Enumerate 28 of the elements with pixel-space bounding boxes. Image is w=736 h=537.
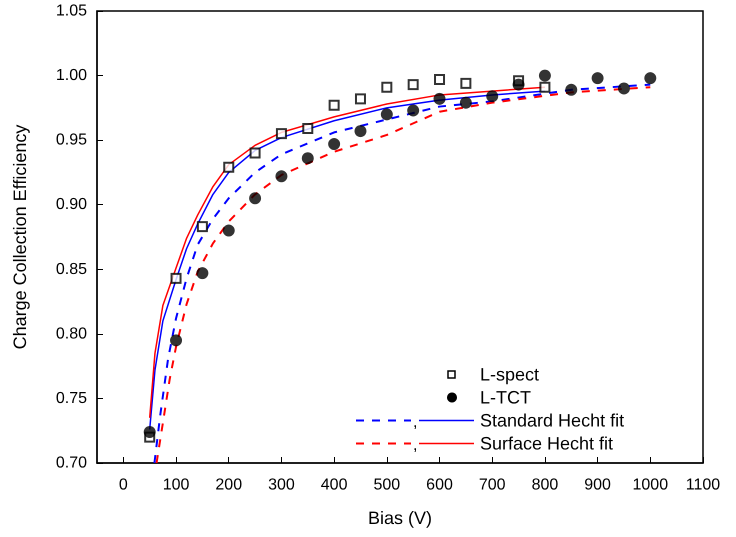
y-tick-label: 0.95 <box>56 132 88 149</box>
x-tick-label: 700 <box>478 476 506 494</box>
x-tick-label: 100 <box>162 476 190 494</box>
y-tick-label: 1.05 <box>56 2 88 20</box>
x-tick-label: 400 <box>320 476 348 494</box>
legend-label: L-TCT <box>480 388 531 408</box>
legend-label: Standard Hecht fit <box>480 410 624 430</box>
legend-label: Surface Hecht fit <box>480 434 614 454</box>
y-tick-label: 0.90 <box>56 196 88 214</box>
x-tick-label: 0 <box>118 476 128 494</box>
x-tick-label: 600 <box>426 476 453 494</box>
x-tick-label: 1000 <box>632 476 668 494</box>
x-tick-label: 800 <box>532 476 558 494</box>
annotation: , <box>413 437 418 454</box>
x-tick-label: 200 <box>215 476 242 494</box>
y-tick-label: 1.00 <box>56 67 88 84</box>
annotation: , <box>413 414 418 431</box>
y-tick-label: 0.85 <box>56 260 88 278</box>
y-axis-title: Charge Collection Efficiency <box>10 124 30 350</box>
y-tick-label: 0.75 <box>56 390 88 407</box>
legend-label: L-spect <box>480 364 540 384</box>
x-axis-title: Bias (V) <box>368 508 432 528</box>
x-tick-label: 900 <box>584 476 612 494</box>
x-tick-label: 1100 <box>686 476 720 494</box>
y-tick-label: 0.70 <box>56 454 88 472</box>
y-tick-label: 0.80 <box>56 325 88 342</box>
x-tick-label: 500 <box>373 476 400 494</box>
x-tick-label: 300 <box>268 476 295 494</box>
